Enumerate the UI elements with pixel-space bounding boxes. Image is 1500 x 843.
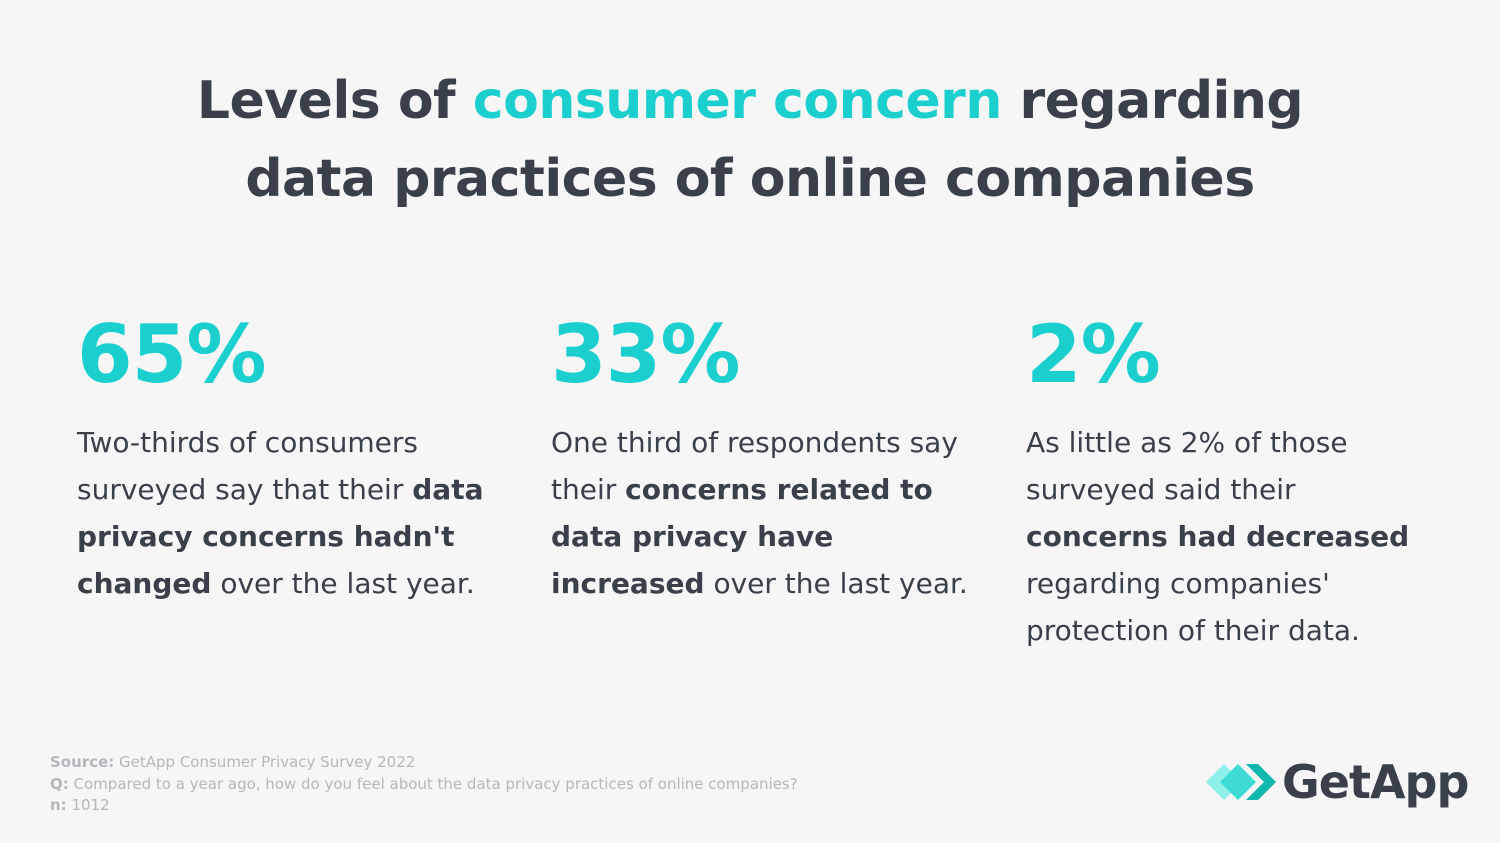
stat-text: One third of respondents say their conce… xyxy=(551,419,971,607)
stat-text: As little as 2% of those surveyed said t… xyxy=(1026,419,1446,654)
footer-line: Source: GetApp Consumer Privacy Survey 2… xyxy=(50,752,798,774)
title: Levels of consumer concern regarding dat… xyxy=(0,62,1500,218)
title-text: data practices of online companies xyxy=(245,149,1255,209)
footer-line: Q: Compared to a year ago, how do you fe… xyxy=(50,774,798,796)
logo: GetApp xyxy=(1206,755,1469,809)
title-text: Levels of xyxy=(196,71,456,131)
stat-text-segment: As little as 2% of those surveyed said t… xyxy=(1026,426,1348,506)
logo-text: GetApp xyxy=(1282,755,1468,809)
stat-text-segment: One third of respondents say their xyxy=(551,426,958,506)
footer-line: n: 1012 xyxy=(50,795,798,817)
footer-text: Compared to a year ago, how do you feel … xyxy=(73,774,798,793)
stat-text-segment: concerns had decreased xyxy=(1026,520,1410,553)
logo-mark xyxy=(1246,764,1276,800)
footer: Source: GetApp Consumer Privacy Survey 2… xyxy=(50,752,798,817)
stat: 65% Two-thirds of consumers surveyed say … xyxy=(77,305,497,607)
stat-text-segment: Two-thirds of consumers surveyed say tha… xyxy=(77,426,419,506)
stat: 2% As little as 2% of those surveyed said… xyxy=(1026,305,1446,654)
footer-text: GetApp Consumer Privacy Survey 2022 xyxy=(119,753,416,771)
title-text: regarding xyxy=(1019,71,1304,131)
footer-label: n: xyxy=(50,796,67,814)
footer-label: Q: xyxy=(50,774,69,793)
stat-text-segment: data privacy concerns hadn't changed xyxy=(77,473,484,600)
stat-text: Two-thirds of consumers surveyed say tha… xyxy=(77,419,497,607)
footer-text: 1012 xyxy=(71,796,110,814)
logo-mark xyxy=(1220,764,1256,800)
stat-figure: 33% xyxy=(551,308,740,401)
stat-text-segment: concerns related to data privacy have in… xyxy=(551,473,933,600)
stat-text-segment: regarding companies' protection of their… xyxy=(1026,567,1360,647)
stat-text-segment: over the last year. xyxy=(220,567,475,600)
stat-figure: 2% xyxy=(1026,308,1161,401)
stat-figure: 65% xyxy=(77,308,266,401)
footer-label: Source: xyxy=(50,753,115,771)
title-highlight: consumer concern xyxy=(472,71,1003,131)
stat: 33% One third of respondents say their co… xyxy=(551,305,971,607)
stat-text-segment: over the last year. xyxy=(713,567,968,600)
